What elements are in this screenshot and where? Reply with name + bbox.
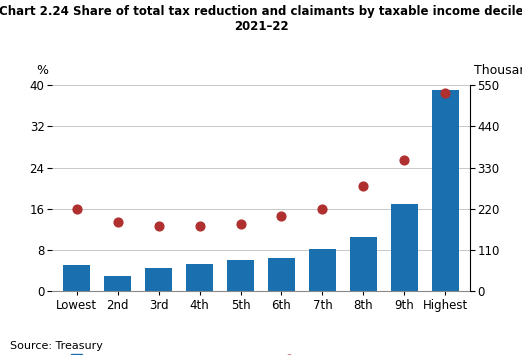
Bar (309, 249, 336, 291)
Legend: Share of total tax reduction (LHS), Number of claimants (RHS): Share of total tax reduction (LHS), Numb… (71, 354, 451, 355)
Text: Thousand: Thousand (474, 64, 522, 77)
Point (400, 157, 409, 163)
Point (73, 207, 81, 212)
Point (318, 206, 327, 212)
Bar (145, 268, 172, 291)
Text: Source: Treasury: Source: Treasury (10, 342, 103, 351)
Point (195, 223, 204, 228)
Bar (432, 90, 458, 291)
Bar (227, 260, 254, 291)
Text: 2021–22: 2021–22 (234, 20, 288, 33)
Bar (64, 266, 90, 291)
Point (277, 213, 286, 219)
Bar (350, 237, 377, 291)
Bar (391, 203, 418, 291)
Point (155, 223, 163, 228)
Bar (104, 275, 131, 291)
Point (441, 90, 449, 95)
Text: Chart 2.24 Share of total tax reduction and claimants by taxable income decile: Chart 2.24 Share of total tax reduction … (0, 5, 522, 18)
Bar (268, 258, 295, 291)
Bar (186, 264, 213, 291)
Text: %: % (36, 64, 48, 77)
Point (113, 219, 122, 225)
Point (236, 221, 245, 226)
Point (359, 184, 367, 189)
